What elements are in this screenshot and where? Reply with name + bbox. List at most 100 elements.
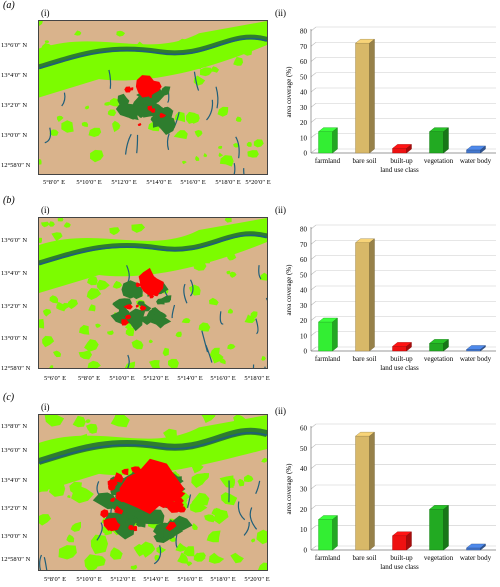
- grid-diagonal: [310, 72, 317, 77]
- bar: [429, 343, 444, 352]
- farmland-patch: [226, 253, 237, 261]
- water-channel: [127, 354, 130, 368]
- bar-side: [480, 543, 486, 551]
- grid-diagonal: [310, 505, 317, 510]
- built-up-patch: [165, 521, 177, 532]
- farmland-patch: [233, 415, 247, 425]
- built-up-patch: [124, 314, 132, 320]
- bar: [355, 242, 370, 352]
- built-up-patch: [152, 491, 164, 503]
- bar-side: [332, 515, 338, 551]
- x-axis-label: land use class: [380, 166, 419, 174]
- farmland-patch: [78, 350, 93, 360]
- built-up-patch: [139, 305, 147, 311]
- farmland-patch: [149, 360, 160, 368]
- built-up-patch: [137, 499, 149, 509]
- farmland-patch: [244, 474, 254, 482]
- water-channel: [175, 534, 178, 548]
- water-channel: [265, 297, 267, 301]
- farmland-patch: [253, 139, 264, 148]
- farmland-patch: [42, 308, 52, 317]
- farmland-patch: [49, 365, 54, 368]
- farmland-patch: [95, 323, 101, 328]
- x-tick-label: vegetation: [424, 157, 454, 165]
- farmland-patch: [227, 308, 233, 314]
- farmland-patch: [74, 30, 82, 36]
- water-channel: [136, 134, 139, 154]
- farmland-patch: [256, 529, 267, 545]
- water-channel: [171, 304, 176, 319]
- bar: [392, 346, 407, 352]
- farmland-patch: [39, 158, 42, 165]
- lat-label: 13°2′0″ N: [1, 505, 28, 512]
- farmland-patch: [61, 302, 71, 310]
- water-channel: [153, 545, 162, 565]
- river: [39, 234, 267, 266]
- x-tick-label: bare soil: [353, 355, 377, 363]
- land-use-map: [38, 20, 268, 175]
- bar-side: [332, 317, 338, 352]
- farmland-patch: [93, 456, 104, 464]
- bar-chart: 0 10 20 30 40 50 60 70 80 area coverage (%) farmla…: [275, 223, 500, 383]
- y-tick-label: 70: [300, 43, 308, 51]
- farmland-patch: [233, 56, 244, 66]
- lat-label: 12°58′0″ N: [1, 162, 31, 169]
- farmland-patch: [107, 109, 117, 117]
- farmland-patch: [49, 129, 59, 136]
- farmland-patch: [251, 437, 264, 449]
- farmland-patch: [39, 318, 45, 329]
- farmland-patch: [86, 288, 102, 300]
- y-tick-label: 0: [304, 150, 308, 158]
- water-channel: [96, 522, 103, 541]
- farmland-patch: [116, 30, 126, 37]
- farmland-patch: [96, 279, 110, 291]
- farmland-patch: [67, 495, 71, 499]
- lon-label: 5°18′0″ E: [210, 576, 236, 583]
- farmland-patch: [191, 460, 204, 474]
- lon-label: 5°14′0″ E: [143, 576, 169, 583]
- vegetation-patch: [137, 301, 145, 307]
- grid-diagonal: [310, 301, 317, 306]
- y-tick-label: 50: [300, 271, 308, 279]
- farmland-patch: [88, 304, 96, 312]
- lat-label: 12°58′0″ N: [1, 365, 31, 372]
- lon-label: 5°8′0″ E: [77, 375, 101, 382]
- lon-label: 5°18′0″ E: [244, 375, 270, 382]
- map-sublabel: (i): [41, 205, 50, 215]
- farmland-patch: [88, 127, 102, 137]
- built-up-patch: [100, 509, 109, 519]
- farmland-patch: [209, 66, 220, 73]
- water-channel: [108, 69, 112, 89]
- y-axis-label: area coverage (%): [285, 463, 293, 515]
- lon-label: 5°16′0″ E: [180, 179, 206, 186]
- farmland-patch: [112, 280, 123, 289]
- built-up-patch: [132, 525, 138, 532]
- farmland-patch: [182, 160, 187, 165]
- y-tick-label: 0: [304, 547, 308, 555]
- farmland-patch: [39, 237, 42, 243]
- farmland-patch: [90, 534, 108, 555]
- bar: [392, 535, 407, 551]
- grid-diagonal: [310, 224, 317, 230]
- y-tick-label: 20: [300, 317, 308, 325]
- lat-label: 13°2′0″ N: [1, 303, 28, 310]
- farmland-patch: [192, 523, 198, 530]
- farmland-patch: [186, 250, 197, 261]
- y-tick-label: 40: [300, 287, 308, 295]
- panel-label: (b): [3, 195, 15, 206]
- y-tick-label: 80: [300, 28, 308, 36]
- farmland-patch: [49, 295, 59, 304]
- farmland-patch: [183, 546, 195, 557]
- farmland-patch: [69, 481, 82, 495]
- farmland-patch: [110, 415, 130, 428]
- lat-label: 13°6′0″ N: [1, 447, 28, 454]
- grid-diagonal: [310, 133, 317, 138]
- grid-diagonal: [310, 525, 317, 530]
- built-up-patch: [124, 86, 132, 93]
- bar-side: [406, 144, 412, 154]
- bar: [318, 131, 333, 154]
- farmland-patch: [44, 415, 65, 427]
- farmland-patch: [201, 255, 211, 264]
- farmland-patch: [131, 223, 146, 233]
- farmland-patch: [57, 218, 64, 222]
